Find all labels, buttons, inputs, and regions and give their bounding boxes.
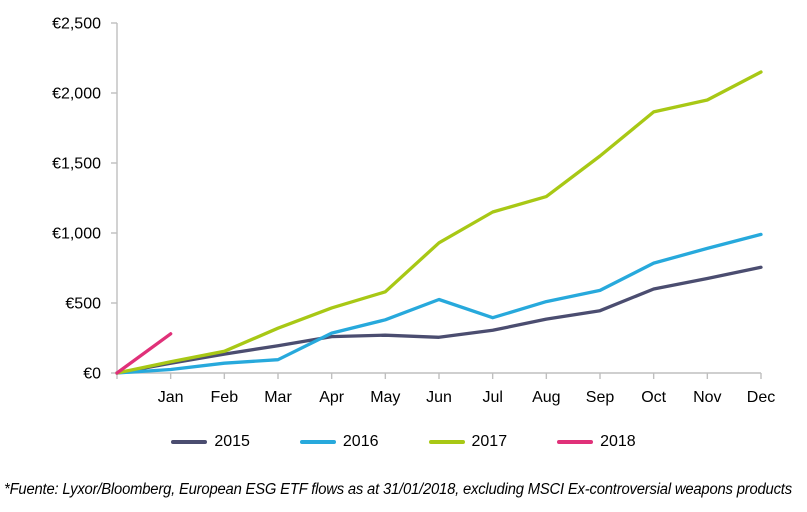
legend-swatch-2018 (557, 440, 594, 444)
x-tick-label: Feb (211, 389, 239, 406)
series-line-2016 (115, 232, 763, 375)
legend-swatch-2016 (299, 440, 336, 444)
legend-swatch-2015 (171, 440, 208, 444)
x-tick-label: Dec (747, 389, 775, 406)
legend-swatch-2017 (428, 440, 465, 444)
y-tick-label: €0 (83, 366, 101, 383)
series-line-2017 (115, 70, 763, 375)
x-tick-label: Sep (586, 389, 615, 406)
legend-item-2015: 2015 (171, 434, 250, 450)
y-tick-label: €1,000 (52, 226, 101, 243)
x-tick-label: Jun (426, 389, 452, 406)
y-tick-label: €2,500 (52, 16, 101, 33)
legend-item-2016: 2016 (299, 433, 379, 450)
x-tick-label: Mar (264, 389, 292, 406)
y-tick-label: €1,500 (52, 156, 101, 173)
legend-label: 2018 (600, 433, 636, 450)
x-tick-label: Jan (158, 389, 184, 406)
series-line-2015 (115, 265, 763, 375)
y-tick-label: €500 (65, 296, 101, 313)
series-line-2018 (115, 332, 173, 375)
x-tick-label: Apr (319, 389, 345, 406)
y-tick-label: €2,000 (52, 86, 101, 103)
legend-item-2017: 2017 (428, 433, 508, 450)
x-tick-label: Oct (641, 389, 666, 406)
chart-canvas: €0 €500 €1,000 €1,500 €2,000 €2,500 Jan Feb Mar A… (52, 16, 775, 407)
legend-label: 2016 (342, 433, 379, 450)
chart-legend: 2015 2016 2017 2018 (0, 429, 807, 455)
x-tick-label: Aug (532, 389, 560, 406)
legend-label: 2017 (471, 433, 508, 450)
x-tick-label: Nov (693, 389, 721, 406)
x-tick-label: May (370, 389, 400, 406)
legend-item-2018: 2018 (557, 434, 636, 450)
x-tick-label: Jul (482, 389, 502, 406)
legend-label: 2015 (214, 433, 250, 450)
source-footnote: *Fuente: Lyxor/Bloomberg, European ESG E… (4, 481, 792, 498)
